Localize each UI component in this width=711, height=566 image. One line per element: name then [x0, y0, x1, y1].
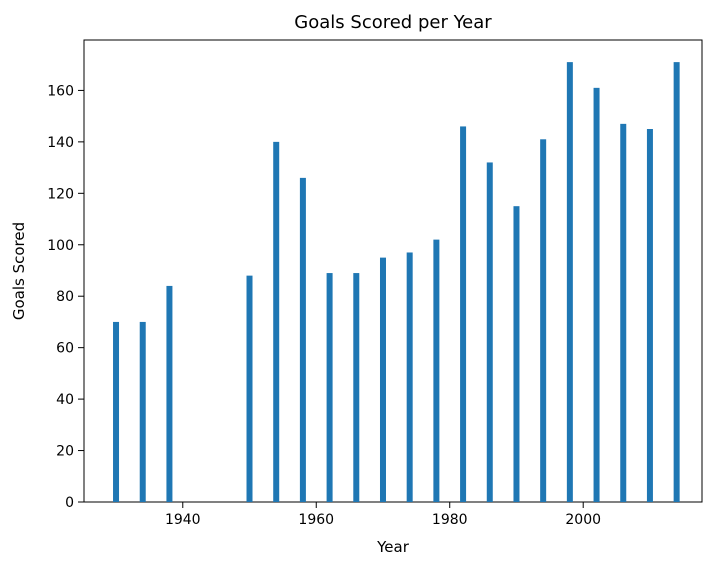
x-tick-label: 1960	[298, 512, 334, 528]
bar-1930	[113, 321, 120, 502]
y-tick-label: 80	[56, 289, 74, 305]
y-tick-label: 100	[47, 238, 74, 254]
chart-title: Goals Scored per Year	[294, 12, 492, 33]
x-tick-label: 1980	[432, 512, 468, 528]
bars-group	[113, 62, 680, 503]
plot-frame	[83, 39, 703, 503]
bar-2014	[673, 62, 680, 503]
y-axis: 0 20 40 60 80 100 120 140 160	[47, 83, 84, 511]
bar-1954	[273, 141, 280, 502]
bar-1950	[246, 275, 253, 502]
bar-1962	[326, 273, 333, 502]
x-tick-label: 1940	[165, 512, 201, 528]
bar-1974	[406, 252, 413, 502]
y-tick-label: 0	[65, 495, 74, 511]
bar-2002	[593, 87, 600, 502]
bar-1938	[166, 285, 173, 502]
bar-1998	[566, 62, 573, 503]
bar-1958	[299, 177, 306, 502]
bar-1970	[379, 257, 386, 502]
bar-2006	[620, 123, 627, 503]
y-tick-label: 140	[47, 135, 74, 151]
y-tick-label: 60	[56, 341, 74, 357]
bar-1994	[540, 139, 547, 503]
bar-2010	[646, 129, 653, 502]
bar-1982	[460, 126, 467, 503]
bar-1966	[353, 273, 360, 502]
y-tick-label: 160	[47, 83, 74, 99]
x-axis: 1940 1960 1980 2000	[165, 502, 601, 528]
y-tick-label: 120	[47, 186, 74, 202]
bar-1978	[433, 239, 440, 502]
bar-1934	[139, 321, 146, 502]
y-tick-label: 40	[56, 392, 74, 408]
y-axis-label: Goals Scored	[10, 222, 28, 320]
x-tick-label: 2000	[565, 512, 601, 528]
x-axis-label: Year	[376, 538, 410, 556]
bar-1990	[513, 206, 520, 502]
bar-1986	[486, 162, 493, 502]
y-tick-label: 20	[56, 444, 74, 460]
